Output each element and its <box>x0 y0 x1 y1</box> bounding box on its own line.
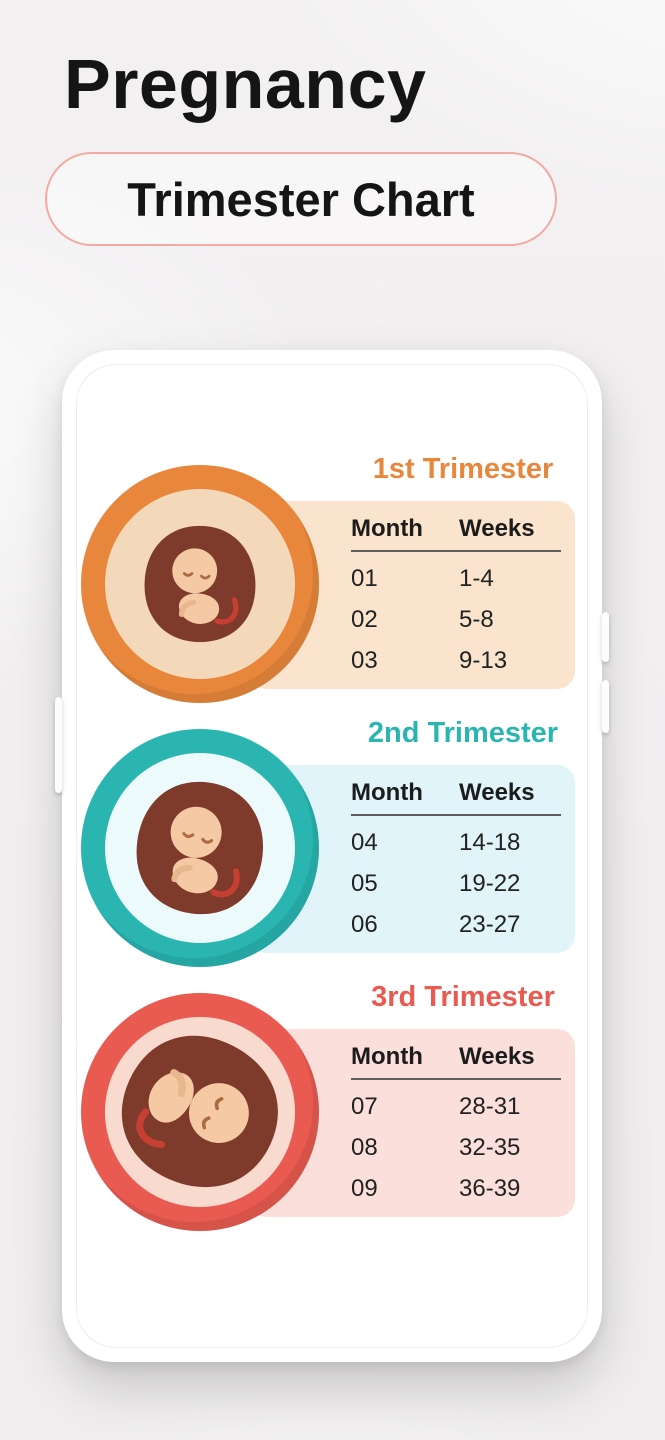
phone-mockup: 1st Trimester Month Weeks 01 1-4 02 5-8 03 9-… <box>55 350 609 1362</box>
trimester-circle <box>81 729 319 967</box>
weeks-cell: 5-8 <box>459 606 494 633</box>
trimester-section: 2nd Trimester Month Weeks 04 14-18 05 19-22… <box>77 717 587 981</box>
column-header-weeks: Weeks <box>459 1043 535 1070</box>
table-row: 06 23-27 <box>351 911 561 939</box>
trimester-title: 3rd Trimester <box>371 981 555 1013</box>
weeks-cell: 19-22 <box>459 870 521 897</box>
month-cell: 03 <box>351 647 378 674</box>
table-divider <box>351 550 561 552</box>
fetus-icon <box>136 781 263 915</box>
trimester-table: Month Weeks 01 1-4 02 5-8 03 9-13 <box>351 515 561 675</box>
trimester-circle-inner <box>105 753 295 943</box>
month-cell: 02 <box>351 606 378 633</box>
weeks-cell: 32-35 <box>459 1134 521 1161</box>
column-header-month: Month <box>351 779 423 806</box>
table-row: 03 9-13 <box>351 647 561 675</box>
weeks-cell: 14-18 <box>459 829 521 856</box>
table-divider <box>351 1078 561 1080</box>
table-header-row: Month Weeks <box>351 1043 561 1071</box>
trimester-table: Month Weeks 07 28-31 08 32-35 09 36-39 <box>351 1043 561 1203</box>
month-cell: 04 <box>351 829 378 856</box>
phone-screen: 1st Trimester Month Weeks 01 1-4 02 5-8 03 9-… <box>76 364 588 1348</box>
table-row: 05 19-22 <box>351 870 561 898</box>
column-header-month: Month <box>351 515 423 542</box>
column-header-weeks: Weeks <box>459 779 535 806</box>
table-row: 08 32-35 <box>351 1134 561 1162</box>
weeks-cell: 36-39 <box>459 1175 521 1202</box>
table-header-row: Month Weeks <box>351 779 561 807</box>
table-divider <box>351 814 561 816</box>
trimester-section: 1st Trimester Month Weeks 01 1-4 02 5-8 03 9-… <box>77 453 587 717</box>
table-row: 04 14-18 <box>351 829 561 857</box>
fetus-icon <box>121 1035 278 1188</box>
trimester-title: 1st Trimester <box>372 453 554 485</box>
table-row: 09 36-39 <box>351 1175 561 1203</box>
column-header-month: Month <box>351 1043 423 1070</box>
page-title: Pregnancy <box>64 45 427 123</box>
month-cell: 01 <box>351 565 378 592</box>
trimester-circle-inner <box>105 1017 295 1207</box>
subtitle-text: Trimester Chart <box>127 172 475 226</box>
trimester-circle <box>81 465 319 703</box>
month-cell: 08 <box>351 1134 378 1161</box>
month-cell: 07 <box>351 1093 378 1120</box>
phone-right-button-bottom <box>602 680 609 733</box>
weeks-cell: 23-27 <box>459 911 521 938</box>
column-header-weeks: Weeks <box>459 515 535 542</box>
month-cell: 09 <box>351 1175 378 1202</box>
trimester-circle <box>81 993 319 1231</box>
trimester-table: Month Weeks 04 14-18 05 19-22 06 23-27 <box>351 779 561 939</box>
fetus-icon <box>144 525 256 643</box>
weeks-cell: 9-13 <box>459 647 508 674</box>
month-cell: 05 <box>351 870 378 897</box>
phone-right-button-top <box>602 612 609 662</box>
table-row: 02 5-8 <box>351 606 561 634</box>
month-cell: 06 <box>351 911 378 938</box>
weeks-cell: 1-4 <box>459 565 494 592</box>
phone-left-button <box>55 697 62 793</box>
trimester-title: 2nd Trimester <box>367 717 559 749</box>
trimester-circle-inner <box>105 489 295 679</box>
subtitle-pill: Trimester Chart <box>45 152 557 246</box>
table-header-row: Month Weeks <box>351 515 561 543</box>
weeks-cell: 28-31 <box>459 1093 521 1120</box>
table-row: 01 1-4 <box>351 565 561 593</box>
table-row: 07 28-31 <box>351 1093 561 1121</box>
trimester-section: 3rd Trimester Month Weeks 07 28-31 08 32-35… <box>77 981 587 1245</box>
